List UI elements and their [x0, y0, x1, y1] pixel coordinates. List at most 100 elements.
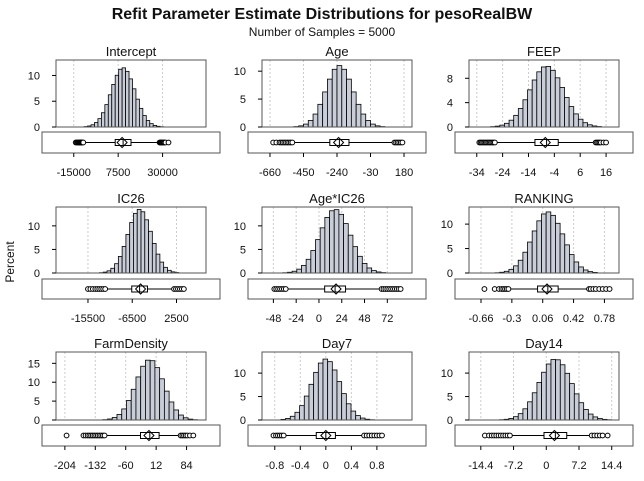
histogram-bar	[338, 213, 344, 274]
y-tick-label: 5	[240, 244, 246, 256]
boxplot-mean-marker	[320, 429, 332, 442]
histogram-bar	[308, 383, 315, 421]
y-tick-label: 0	[240, 268, 246, 280]
histogram-bar	[327, 78, 333, 128]
histogram-bar	[329, 210, 335, 274]
histogram-bar	[333, 209, 340, 274]
histogram-bar	[504, 122, 510, 128]
x-tick-label: -240	[326, 167, 348, 179]
histogram-bar	[155, 253, 161, 274]
histogram-frame	[261, 59, 413, 128]
y-tick-label: 0	[240, 122, 246, 134]
histogram-bar	[347, 234, 354, 274]
x-tick-label: -0.8	[265, 460, 284, 472]
histogram-bar	[531, 230, 538, 274]
histogram-bar	[517, 108, 524, 128]
boxplot-mean-marker	[539, 136, 552, 149]
histogram-bar	[550, 69, 556, 128]
histogram-bar	[355, 103, 362, 128]
panel-ic26: IC26 0 5 10 -15500 -6500 2500	[28, 191, 221, 325]
x-tick-label: 180	[395, 167, 413, 179]
histogram-bar	[550, 214, 556, 274]
histogram-bar	[144, 219, 149, 274]
histogram-bar	[312, 113, 319, 128]
histogram-bar	[361, 262, 368, 274]
outlier-point	[603, 139, 609, 146]
histogram-bar	[159, 378, 165, 421]
histogram-bar	[517, 413, 524, 421]
panel-title: IC26	[117, 191, 144, 206]
histogram-bar	[132, 88, 137, 128]
histogram-bar	[336, 65, 343, 128]
x-tick-label: 30000	[147, 167, 178, 179]
outlier-point	[165, 139, 172, 146]
panel-title: Age	[325, 44, 348, 59]
histogram-bar	[559, 233, 566, 274]
histogram-bar	[357, 255, 363, 274]
histogram-bar	[522, 99, 528, 128]
outlier-point	[481, 286, 488, 292]
panel-title: Day7	[322, 336, 352, 351]
y-tick-label: 10	[234, 368, 246, 380]
y-tick-label: 10	[441, 219, 453, 231]
histogram-bar	[322, 91, 328, 128]
histogram-bar	[315, 239, 321, 274]
histogram-bar	[559, 87, 565, 128]
x-tick-label: 12	[150, 460, 162, 472]
x-tick-label: -34	[469, 167, 485, 179]
histogram-bar	[564, 372, 571, 421]
histogram-bar	[568, 106, 575, 128]
histogram-bar	[578, 402, 585, 421]
x-tick-label: 0	[323, 460, 329, 472]
panel-title: FarmDensity	[94, 336, 168, 351]
y-tick-label: 8	[447, 73, 453, 85]
y-tick-label: 4	[447, 98, 453, 110]
boxplot-frame	[454, 424, 634, 447]
boxplot-frame	[454, 278, 634, 300]
histogram-bar	[133, 212, 138, 274]
outlier-point	[379, 432, 385, 439]
panel-day7: Day7 0 5 10 -0.8 -0.4 0 0.4 0.8	[234, 336, 427, 472]
y-tick-label: 0	[34, 122, 40, 134]
histogram-bar	[327, 361, 333, 421]
boxplot-mean-marker	[134, 283, 147, 295]
y-tick-label: 0	[447, 268, 453, 280]
x-tick-label: 0.78	[594, 313, 615, 325]
histogram-bar	[145, 359, 151, 421]
panel-day14: Day14 0 5 10 -14.4 -7.2 0 7.2 14.4	[441, 336, 634, 472]
x-tick-label: 0.4	[344, 460, 359, 472]
histogram-bar	[319, 227, 326, 274]
y-tick-label: 5	[34, 396, 40, 408]
histogram-bar	[564, 244, 570, 274]
x-tick-label: -24	[495, 167, 511, 179]
y-tick-label: 5	[240, 94, 246, 106]
histogram-bar	[100, 112, 106, 128]
boxplot-frame	[41, 424, 221, 447]
boxplot-mean-marker	[143, 429, 155, 442]
x-tick-label: -48	[265, 313, 281, 325]
histogram-bar	[352, 246, 359, 274]
histogram-bar	[178, 414, 184, 421]
y-tick-label: 0	[447, 415, 453, 427]
boxplot-mean-marker	[548, 429, 561, 442]
boxplot-frame	[454, 131, 634, 154]
histogram-frame	[55, 351, 207, 421]
histogram-bar	[545, 66, 552, 128]
y-tick-label: 10	[28, 221, 40, 233]
histogram-bar	[163, 390, 170, 421]
x-tick-label: -14	[521, 167, 537, 179]
outlier-point	[399, 139, 406, 146]
outlier-point	[63, 432, 70, 439]
x-tick-label: 6	[577, 167, 583, 179]
histogram-bar	[522, 408, 528, 421]
x-tick-label: 48	[358, 313, 370, 325]
y-tick-label: 5	[447, 244, 453, 256]
y-tick-label: 5	[34, 244, 40, 256]
histogram-bar	[125, 70, 130, 128]
panel-title: Intercept	[106, 44, 157, 59]
histogram-bar	[366, 267, 373, 274]
histogram-bar	[168, 401, 175, 421]
x-tick-label: 14.4	[601, 460, 622, 472]
panel-age: Age 0 5 10 -660 -450 -240 -30 180	[234, 44, 427, 179]
histogram-bar	[573, 261, 580, 274]
